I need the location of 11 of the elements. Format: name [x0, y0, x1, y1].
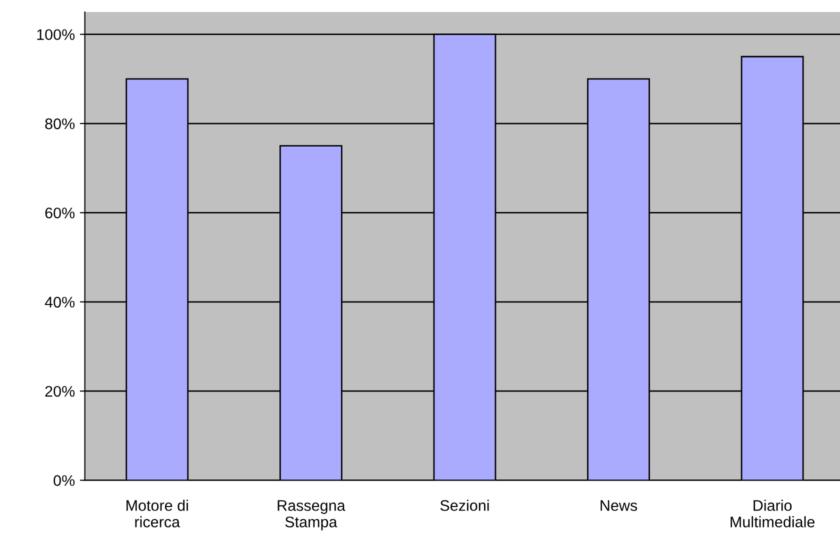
y-tick-label: 80%: [45, 118, 75, 130]
x-tick-label: Rassegna Stampa: [278, 500, 346, 530]
x-tick-label: Diario Multimediale: [730, 500, 815, 528]
y-tick-label: 40%: [44, 296, 75, 308]
x-tick-label: Motore di ricerca: [126, 500, 188, 528]
y-tick-label: 0%: [54, 475, 75, 486]
y-tick-label: 20%: [45, 386, 75, 397]
y-tick-label: 100%: [37, 29, 75, 40]
y-tick-label: 60%: [45, 208, 75, 218]
x-tick-label: Sezioni: [440, 500, 489, 511]
x-tick-label: News: [600, 500, 638, 511]
